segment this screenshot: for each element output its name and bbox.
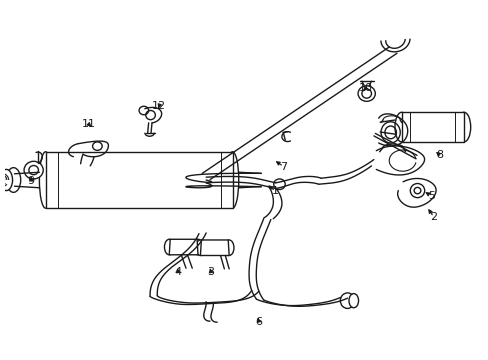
Text: 5: 5	[427, 191, 434, 201]
Ellipse shape	[178, 242, 189, 252]
Text: 7: 7	[280, 162, 287, 172]
Ellipse shape	[47, 154, 56, 206]
Text: 1: 1	[272, 186, 279, 196]
Polygon shape	[45, 152, 232, 208]
Ellipse shape	[224, 240, 233, 256]
Ellipse shape	[195, 240, 205, 256]
Ellipse shape	[357, 86, 375, 101]
Ellipse shape	[394, 112, 407, 142]
Text: 6: 6	[255, 317, 262, 327]
Text: 4: 4	[174, 267, 182, 278]
Ellipse shape	[40, 152, 52, 208]
Ellipse shape	[164, 239, 174, 255]
Text: 9: 9	[28, 176, 35, 186]
Ellipse shape	[226, 152, 238, 208]
Polygon shape	[401, 112, 463, 142]
Text: 8: 8	[436, 150, 443, 160]
Ellipse shape	[208, 242, 221, 253]
Polygon shape	[169, 239, 198, 255]
Text: 10: 10	[358, 83, 372, 93]
Ellipse shape	[340, 293, 354, 309]
Text: 2: 2	[429, 212, 436, 222]
Ellipse shape	[0, 170, 13, 190]
Ellipse shape	[456, 112, 470, 142]
Polygon shape	[200, 240, 229, 256]
Ellipse shape	[193, 239, 203, 255]
Text: 11: 11	[81, 119, 96, 129]
Text: 12: 12	[152, 101, 166, 111]
Ellipse shape	[6, 168, 20, 192]
Ellipse shape	[348, 294, 358, 308]
Text: 3: 3	[207, 267, 214, 278]
Ellipse shape	[24, 161, 43, 179]
